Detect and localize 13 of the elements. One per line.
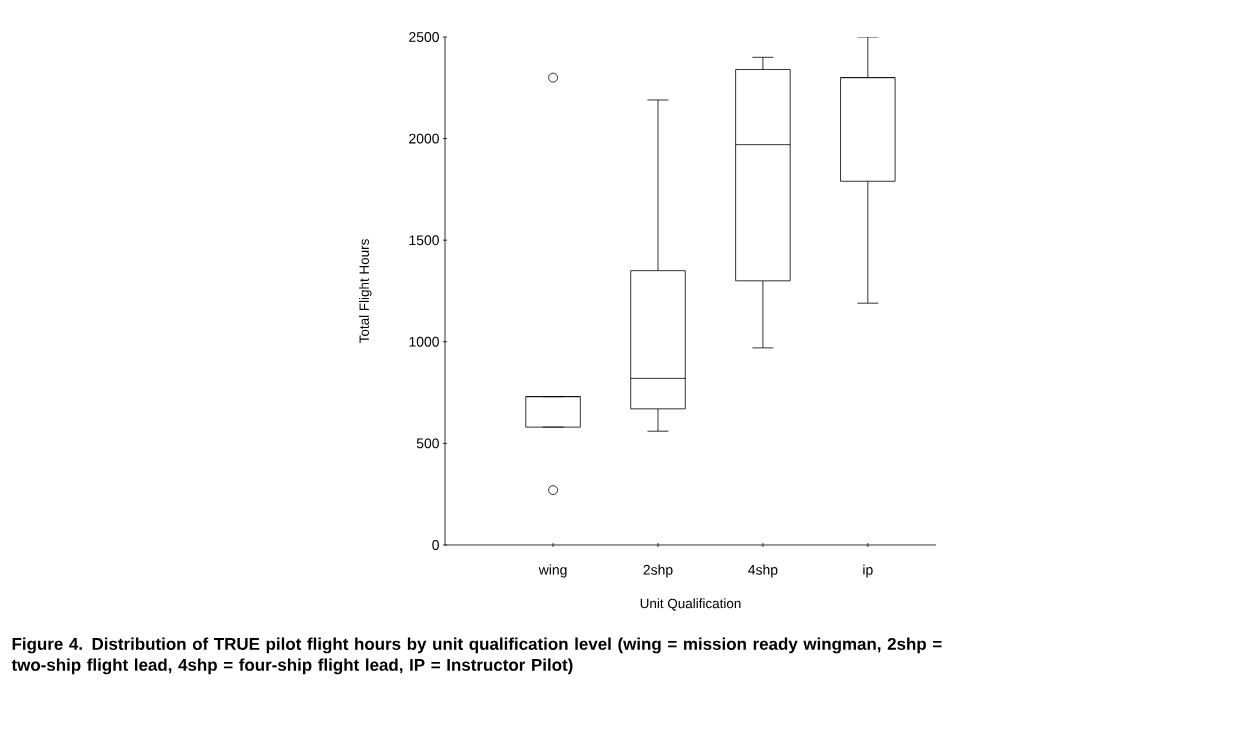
x-tick-label: wing [538,564,567,578]
y-tick-label: 1000 [409,336,439,347]
x-axis-title: Unit Qualification [640,598,741,611]
y-tick-label: 500 [416,438,439,449]
x-tick-label: 2shp [643,564,673,578]
y-tick-label: 2500 [409,32,439,42]
y-tick-label: 2000 [409,133,439,144]
x-tick-label: 4shp [748,564,778,578]
y-tick-label: 0 [432,540,439,550]
y-axis-title: Total Flight Hours [359,239,372,344]
x-tick-label: ip [863,564,873,578]
caption: Figure 4. Distribution of TRUE pilot flight hours by unit qualification level (wing = mission ready wingman, 2shp = two-ship flight lead, 4shp = four-ship flight lead, IP = Instructor Pilot) [11,637,942,675]
y-tick-label: 1500 [409,235,439,246]
